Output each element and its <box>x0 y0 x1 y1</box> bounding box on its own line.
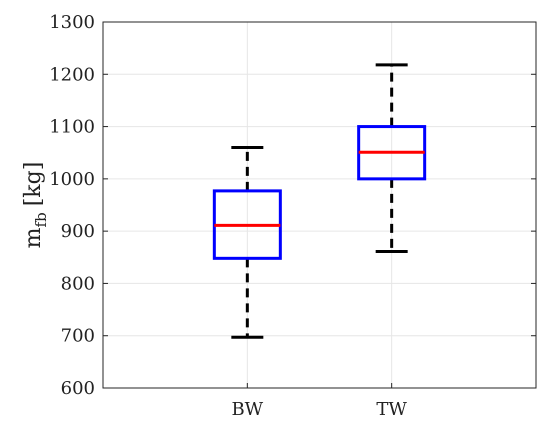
y-axis-label: mfb [kg] <box>21 162 50 249</box>
y-axis-label-main: m <box>21 227 46 248</box>
y-tick-label: 600 <box>61 378 95 399</box>
y-tick-label: 1200 <box>49 64 95 85</box>
y-tick-label: 1000 <box>49 169 95 190</box>
y-tick-label: 1300 <box>49 12 95 33</box>
box-series <box>212 63 427 339</box>
x-tick-label: BW <box>231 399 263 420</box>
y-tick-label: 700 <box>61 326 95 347</box>
x-axis-ticks: BW TW <box>231 383 407 420</box>
y-tick-label: 800 <box>61 273 95 294</box>
y-tick-label: 900 <box>61 221 95 242</box>
y-axis-label-subscript: fb <box>32 212 50 227</box>
grid-lines <box>103 21 536 389</box>
y-axis-ticks: 600 700 800 900 1000 1100 1200 1300 <box>49 12 536 399</box>
y-axis-label-unit: [kg] <box>21 162 46 207</box>
y-tick-label: 1100 <box>49 117 95 138</box>
axes-frame <box>102 21 537 389</box>
x-tick-label: TW <box>376 399 407 420</box>
box-bw <box>212 145 282 339</box>
box-tw <box>357 63 427 254</box>
